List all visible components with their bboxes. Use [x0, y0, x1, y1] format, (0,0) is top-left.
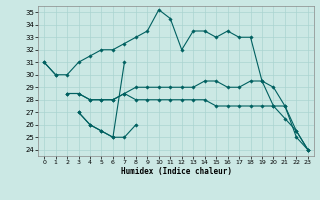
- X-axis label: Humidex (Indice chaleur): Humidex (Indice chaleur): [121, 167, 231, 176]
